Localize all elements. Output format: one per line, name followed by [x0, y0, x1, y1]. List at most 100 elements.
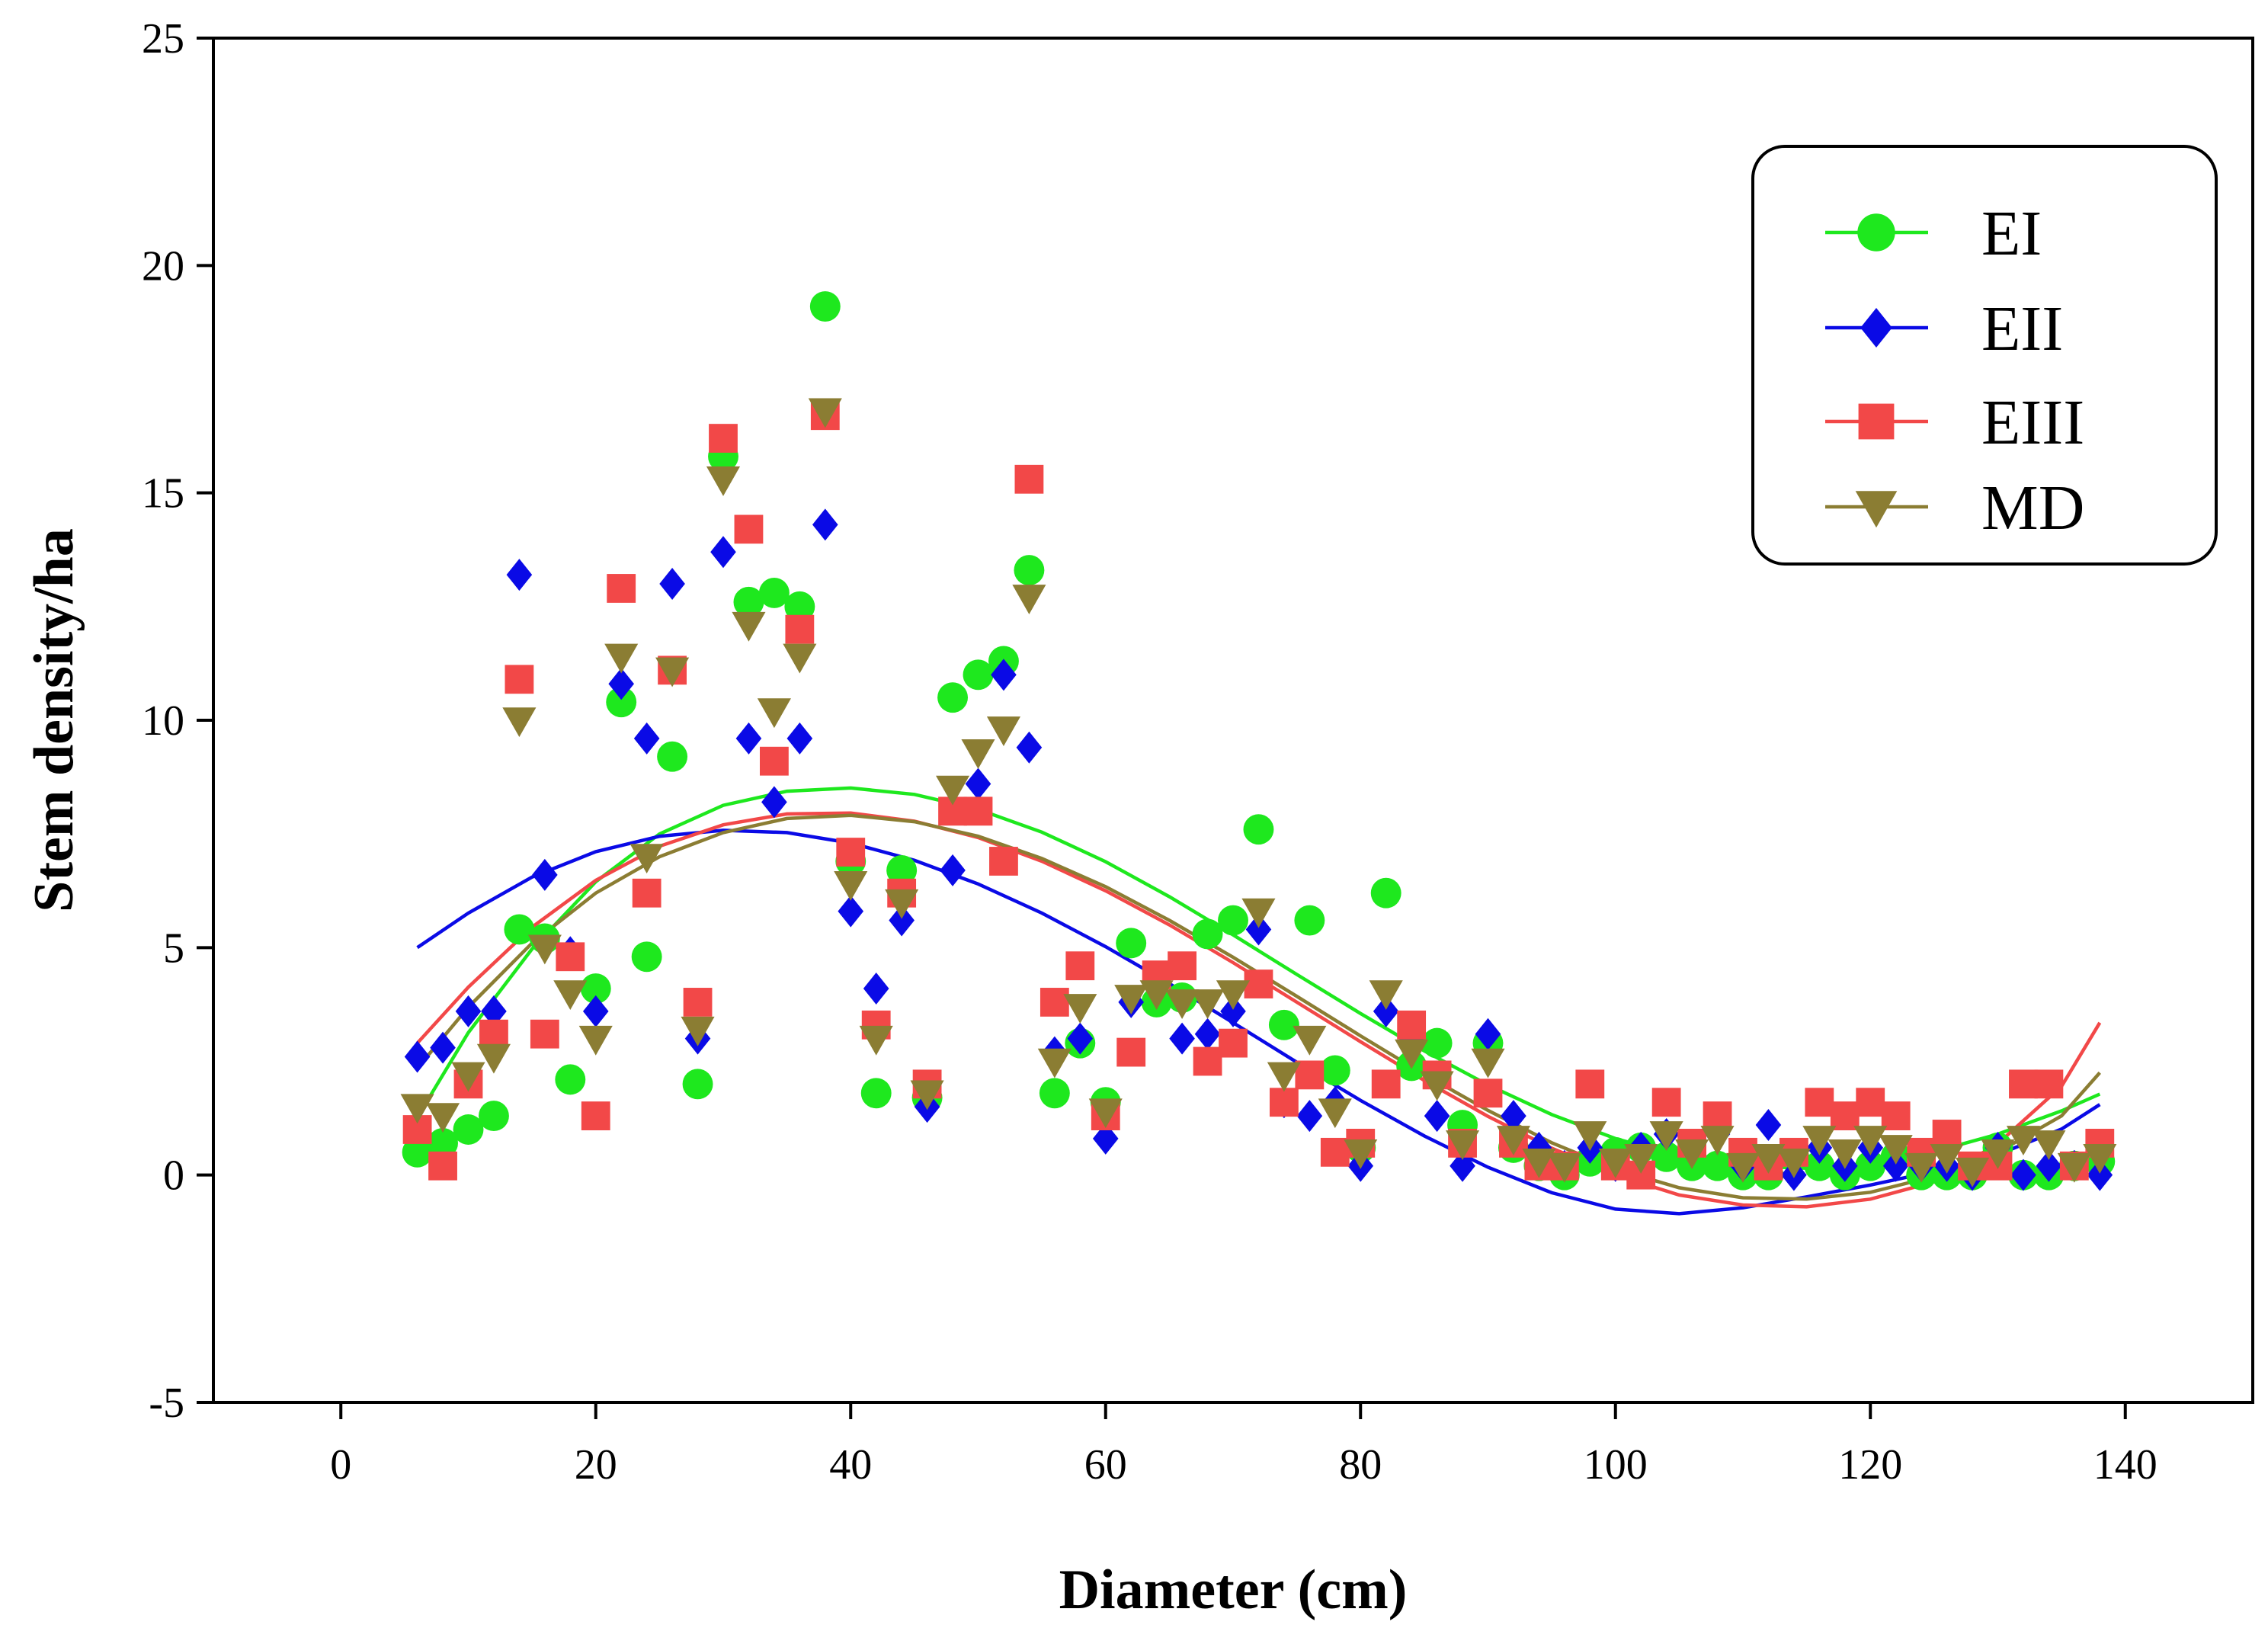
legend-marker-eii: [1860, 308, 1892, 348]
point-eii: [991, 659, 1017, 691]
point-eiii: [1193, 1046, 1222, 1076]
point-md: [553, 980, 588, 1011]
point-eiii: [1651, 1088, 1681, 1117]
point-eiii: [1040, 988, 1069, 1017]
point-eii: [455, 995, 482, 1027]
legend-box: [1751, 145, 2218, 566]
point-eiii: [1473, 1078, 1503, 1108]
point-eiii: [734, 514, 764, 544]
point-md: [1446, 1130, 1480, 1160]
fit-line-eii: [416, 828, 2101, 1216]
point-md: [834, 871, 868, 901]
point-eiii: [2009, 1069, 2038, 1099]
point-eiii: [709, 424, 738, 453]
point-eiii: [428, 1151, 457, 1181]
point-ei: [580, 973, 611, 1004]
point-md: [502, 707, 537, 738]
point-eii: [1755, 1109, 1782, 1142]
point-md: [1904, 1152, 1939, 1183]
point-md: [1471, 1048, 1505, 1078]
point-md: [400, 1094, 434, 1124]
point-eiii: [1219, 1028, 1248, 1058]
point-md: [1981, 1139, 2015, 1169]
point-md: [451, 1062, 485, 1092]
point-eii: [659, 568, 685, 600]
legend-marker-ei: [1857, 213, 1895, 252]
point-eiii: [1397, 1010, 1427, 1040]
legend: EI EII EIII MD: [1751, 145, 2218, 566]
point-ei: [1370, 877, 1401, 909]
point-md: [2057, 1152, 2091, 1183]
point-eii: [940, 854, 966, 886]
point-eii: [430, 1031, 456, 1064]
point-eii: [710, 536, 736, 569]
point-ei: [886, 854, 918, 886]
point-md: [1725, 1152, 1760, 1183]
point-eii: [889, 904, 915, 937]
point-ei: [809, 291, 841, 322]
point-ei: [1243, 814, 1274, 845]
point-ei: [428, 1127, 458, 1159]
point-eii: [863, 973, 889, 1005]
point-md: [859, 1025, 893, 1056]
point-eii: [1220, 995, 1246, 1027]
point-eii: [1067, 1022, 1094, 1055]
point-md: [1369, 980, 1403, 1011]
point-md: [1547, 1152, 1581, 1183]
point-md: [1190, 989, 1225, 1019]
point-eiii: [607, 574, 636, 603]
point-eii: [404, 1040, 431, 1073]
legend-label-ei: EI: [1981, 198, 2042, 269]
point-ei: [1294, 905, 1325, 936]
y-tick-label: -5: [149, 1380, 184, 1427]
point-md: [1853, 1126, 1888, 1155]
point-eiii: [1856, 1088, 1885, 1117]
point-eiii: [1830, 1101, 1860, 1130]
point-md: [681, 1016, 715, 1046]
point-eiii: [530, 1019, 559, 1049]
point-eii: [1450, 1149, 1475, 1182]
point-ei: [1268, 1009, 1299, 1040]
point-eii: [1194, 1018, 1221, 1050]
point-eii: [1016, 731, 1043, 764]
point-ei: [733, 586, 764, 617]
point-ei: [555, 1064, 586, 1095]
point-md: [885, 889, 919, 919]
point-md: [629, 844, 664, 874]
point-eiii: [2034, 1069, 2064, 1099]
point-ei: [682, 1069, 713, 1100]
point-eii: [735, 722, 762, 755]
point-eiii: [1371, 1069, 1401, 1099]
point-eii: [1092, 1122, 1119, 1155]
y-tick-label: 20: [142, 242, 184, 290]
point-ei: [479, 1101, 509, 1132]
legend-label-md: MD: [1981, 473, 2084, 543]
x-tick-label: 20: [575, 1441, 617, 1489]
point-md: [1344, 1139, 1378, 1169]
point-eiii: [1932, 1120, 1962, 1149]
point-ei: [606, 687, 637, 718]
series-eiii: [402, 401, 2115, 1190]
point-eiii: [963, 796, 993, 826]
y-tick-label: 25: [142, 15, 184, 62]
point-ei: [504, 914, 535, 945]
point-eiii: [1244, 969, 1273, 998]
point-md: [1776, 1148, 1811, 1178]
point-eiii: [479, 1019, 508, 1049]
point-eii: [786, 722, 813, 755]
point-md: [1675, 1139, 1709, 1169]
point-ei: [657, 741, 688, 772]
legend-label-eiii: EIII: [1981, 387, 2084, 458]
point-eiii: [1575, 1069, 1605, 1099]
point-eiii: [785, 614, 815, 644]
y-axis: -5 0 5 10 15 20 25: [142, 15, 213, 1427]
point-eiii: [1116, 1037, 1146, 1067]
point-md: [1318, 1098, 1352, 1129]
point-eii: [965, 768, 991, 800]
point-eii: [481, 995, 507, 1027]
point-eiii: [1168, 951, 1196, 981]
point-md: [1139, 980, 1174, 1011]
point-ei: [784, 591, 815, 622]
point-md: [1649, 1121, 1683, 1152]
